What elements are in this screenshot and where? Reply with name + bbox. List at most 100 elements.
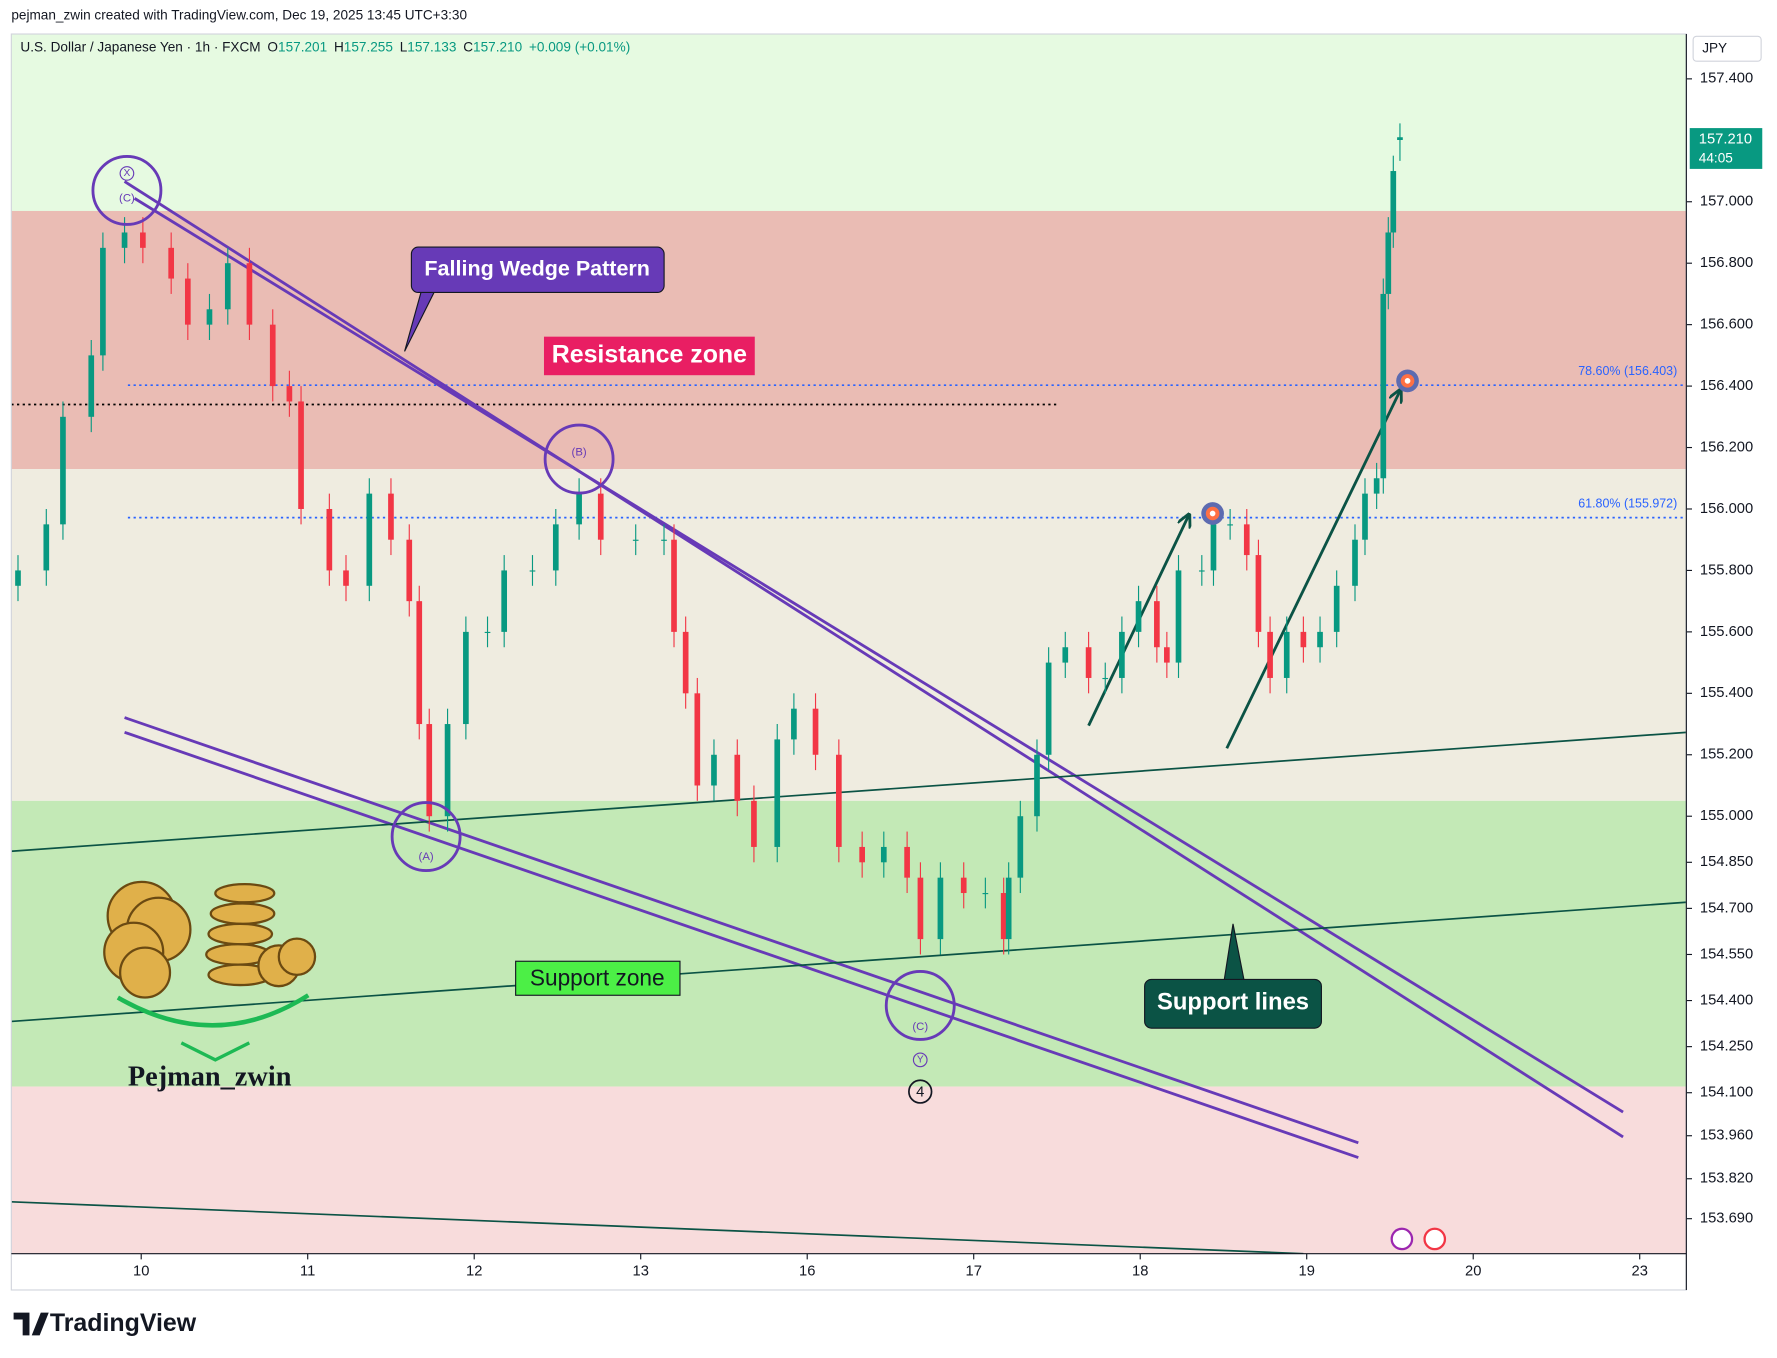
candle-body: [1227, 524, 1233, 526]
x-tick-label: 11: [300, 1264, 315, 1280]
candle-body: [184, 278, 191, 325]
y-tick-label: 154.100: [1700, 1085, 1753, 1101]
event-icon[interactable]: [1423, 1227, 1447, 1251]
zone: [11, 210, 1687, 470]
zone: [11, 34, 1687, 211]
target-icon: [1201, 502, 1224, 525]
legend-key: L: [400, 39, 408, 54]
candle-body: [246, 263, 253, 325]
candle-body: [682, 631, 689, 694]
y-tick-label: 154.850: [1700, 854, 1753, 870]
candle-body: [1385, 232, 1392, 294]
candle-body: [1135, 601, 1142, 632]
price-tag-price: 157.210: [1699, 131, 1752, 147]
y-tick-label: 157.000: [1700, 194, 1753, 210]
wave-label: (A): [419, 851, 434, 863]
currency[interactable]: JPY: [1702, 40, 1727, 55]
legend-key: H: [334, 39, 344, 54]
candle-body: [140, 232, 146, 248]
candle-body: [15, 570, 21, 586]
y-tick-label: 157.400: [1700, 71, 1753, 87]
candle-body: [1390, 171, 1397, 233]
x-tick-label: 18: [1132, 1264, 1148, 1280]
legend-key: O: [267, 39, 278, 54]
y-tick-label: 156.200: [1700, 439, 1753, 455]
candle-body: [1210, 524, 1217, 571]
trend-line: [123, 180, 1624, 1139]
currency-box[interactable]: [1692, 35, 1762, 62]
candle-body: [206, 309, 213, 325]
candle-body: [501, 570, 508, 632]
footer-mark: [13, 1312, 49, 1336]
legend-value: 157.255: [344, 39, 393, 54]
arrow: [1225, 391, 1400, 749]
legend-value: 157.201: [278, 39, 327, 54]
wave-label: (B): [572, 446, 587, 458]
candle-body: [597, 493, 604, 540]
candle-body: [1017, 816, 1024, 878]
x-tick-label: 13: [633, 1264, 649, 1280]
wave-label: 4: [916, 1085, 924, 1101]
candle-body: [484, 631, 491, 634]
candle-body: [1154, 601, 1160, 648]
candle-body: [343, 570, 349, 586]
y-tick-label: 155.800: [1700, 562, 1753, 578]
legend-key: C: [463, 39, 473, 54]
candle-body: [1243, 524, 1250, 556]
candle-body: [671, 539, 677, 632]
candle-body: [463, 631, 469, 725]
candle-body: [100, 247, 106, 356]
candle-body: [960, 877, 967, 894]
candle-body: [426, 724, 433, 817]
candle-body: [1198, 570, 1205, 572]
candle-body: [1062, 647, 1069, 663]
candle-body: [1362, 493, 1368, 540]
callout-text: Resistance zone: [552, 341, 747, 369]
header: pejman_zwin created with TradingView.com…: [11, 7, 467, 22]
logo: Pejman_zwin: [103, 880, 317, 1093]
candle-body: [836, 754, 842, 847]
candle-body: [982, 893, 989, 895]
trend-line: [11, 901, 1687, 1023]
trend-line: [124, 731, 1359, 1159]
candle-body: [529, 570, 536, 572]
y-tick-label: 155.000: [1700, 808, 1753, 824]
callout-text: Support lines: [1157, 988, 1309, 1015]
callout-box: [1144, 978, 1322, 1029]
x-tick-label: 19: [1299, 1264, 1315, 1280]
level-label: 78.60% (156.403): [1578, 364, 1677, 378]
trend-line: [11, 1200, 1304, 1254]
footer-text: TradingView: [50, 1309, 197, 1337]
trend-line: [133, 197, 1624, 1114]
y-tick-label: 153.960: [1700, 1128, 1753, 1144]
candle-body: [694, 693, 701, 786]
candle-body: [812, 708, 819, 755]
candle-body: [326, 508, 333, 571]
y-tick-label: 156.000: [1700, 501, 1753, 517]
candle-body: [1397, 137, 1403, 141]
y-tick-label: 154.400: [1700, 992, 1753, 1008]
legend-value: 157.210: [473, 39, 523, 54]
x-tick-label: 17: [966, 1264, 982, 1280]
candle-body: [43, 524, 50, 571]
candle-body: [576, 493, 582, 525]
candle-body: [1085, 647, 1092, 678]
candle-body: [1005, 877, 1012, 940]
wave-label: (C): [912, 1021, 928, 1033]
candle-body: [880, 846, 887, 863]
y-tick-label: 155.200: [1700, 747, 1753, 763]
candle-body: [444, 724, 451, 817]
level-label: 61.80% (155.972): [1578, 496, 1677, 510]
candle-body: [1034, 754, 1040, 817]
candle-body: [1000, 893, 1007, 940]
callout-box: [515, 960, 681, 996]
legend-value: 157.133: [407, 39, 456, 54]
author: Pejman_zwin: [128, 1062, 292, 1093]
callout-text: Falling Wedge Pattern: [424, 256, 650, 280]
candle-body: [1300, 631, 1307, 648]
event-icon[interactable]: [1390, 1227, 1414, 1251]
y-tick-label: 156.600: [1700, 317, 1753, 333]
candle-body: [1164, 647, 1170, 663]
legend-change: +0.009 (+0.01%): [529, 39, 630, 54]
candle-body: [1255, 555, 1262, 632]
